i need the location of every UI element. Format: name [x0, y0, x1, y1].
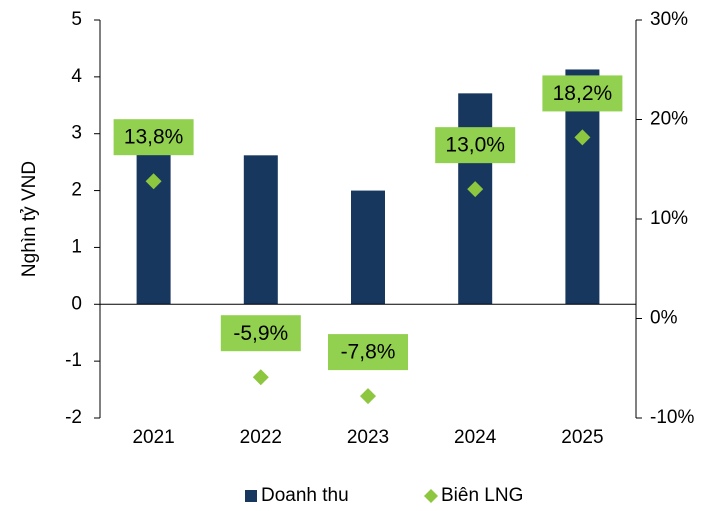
y2-tick-label: 20% [650, 109, 688, 130]
y-tick-label: -2 [65, 407, 82, 428]
x-tick-label: 2025 [561, 427, 603, 448]
bar [243, 155, 278, 305]
value-label-box [113, 119, 194, 156]
y-tick-label: 3 [71, 123, 82, 144]
marker [145, 173, 162, 190]
marker [574, 129, 591, 146]
y-tick-label: 1 [71, 236, 82, 257]
y-tick-label: 4 [71, 66, 82, 87]
y-tick-label: 5 [71, 9, 82, 30]
value-label-box [435, 127, 516, 164]
x-tick-label: 2021 [132, 427, 174, 448]
x-tick-label: 2022 [240, 427, 282, 448]
bar [351, 190, 385, 305]
legend-swatch [424, 489, 438, 503]
y-tick-label: -1 [65, 350, 82, 371]
y-tick-label: 0 [71, 293, 82, 314]
y2-tick-label: 10% [650, 208, 688, 229]
value-label: 18,2% [553, 82, 613, 105]
value-label: 13,0% [445, 134, 505, 157]
y2-tick-label: 0% [650, 308, 678, 329]
value-label-box [328, 334, 408, 371]
y2-tick-label: 30% [650, 9, 688, 30]
legend-label: Doanh thu [261, 485, 349, 506]
marker [467, 181, 484, 198]
y-axis-label: Nghìn tỷ VND [19, 161, 40, 277]
value-label-box [542, 75, 623, 112]
x-tick-label: 2023 [347, 427, 389, 448]
value-label-box [220, 315, 301, 352]
value-label: 13,8% [124, 126, 184, 149]
marker [252, 369, 269, 386]
y-tick-label: 2 [71, 180, 82, 201]
marker [360, 388, 376, 405]
x-tick-label: 2024 [454, 427, 497, 448]
value-label: -5,9% [233, 322, 288, 345]
y2-tick-label: -10% [650, 407, 694, 428]
legend-swatch [245, 490, 257, 502]
legend-label: Biên LNG [441, 485, 523, 506]
bar [458, 93, 493, 305]
value-label: -7,8% [341, 341, 396, 364]
